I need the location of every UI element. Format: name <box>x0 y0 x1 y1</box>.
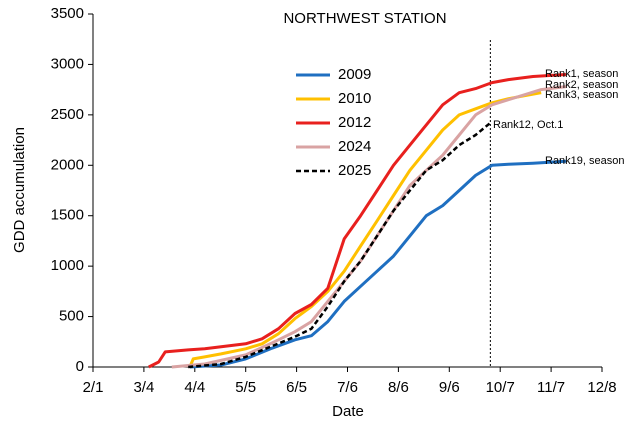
x-tick-label: 11/7 <box>537 379 565 396</box>
x-tick-label: 2/1 <box>83 379 104 396</box>
legend-label: 2010 <box>338 90 371 107</box>
x-tick-label: 8/6 <box>388 379 409 396</box>
annotation: Rank1, season <box>545 68 618 80</box>
y-axis-label: GDD accumulation <box>11 127 28 253</box>
x-axis-label: Date <box>332 403 364 420</box>
x-tick-label: 12/8 <box>587 379 616 396</box>
x-tick-label: 5/5 <box>235 379 256 396</box>
chart-title: NORTHWEST STATION <box>283 10 446 27</box>
legend-label: 2009 <box>338 66 371 83</box>
x-tick-label: 6/5 <box>286 379 307 396</box>
annotation: Rank2, season <box>545 79 618 91</box>
annotation: Rank12, Oct.1 <box>493 119 563 131</box>
x-tick-label: 7/6 <box>337 379 358 396</box>
x-tick-label: 10/7 <box>486 379 515 396</box>
series-line <box>188 121 492 369</box>
x-tick-label: 4/4 <box>184 379 205 396</box>
annotation: Rank19, season <box>545 155 624 167</box>
x-tick-label: 3/4 <box>133 379 154 396</box>
legend-label: 2012 <box>338 114 371 131</box>
y-tick-label: 3500 <box>51 5 84 22</box>
y-tick-label: 1500 <box>51 207 84 224</box>
y-tick-label: 2000 <box>51 156 84 173</box>
x-tick-label: 9/6 <box>439 379 460 396</box>
series-line <box>189 159 566 369</box>
y-tick-label: 0 <box>76 358 84 375</box>
series-line <box>188 91 542 368</box>
y-tick-label: 2500 <box>51 106 84 123</box>
y-tick-label: 500 <box>59 308 84 325</box>
annotation: Rank3, season <box>545 89 618 101</box>
y-tick-label: 3000 <box>51 55 84 72</box>
legend-label: 2025 <box>338 162 371 179</box>
y-tick-label: 1000 <box>51 257 84 274</box>
series-line <box>148 73 566 369</box>
legend-label: 2024 <box>338 138 371 155</box>
